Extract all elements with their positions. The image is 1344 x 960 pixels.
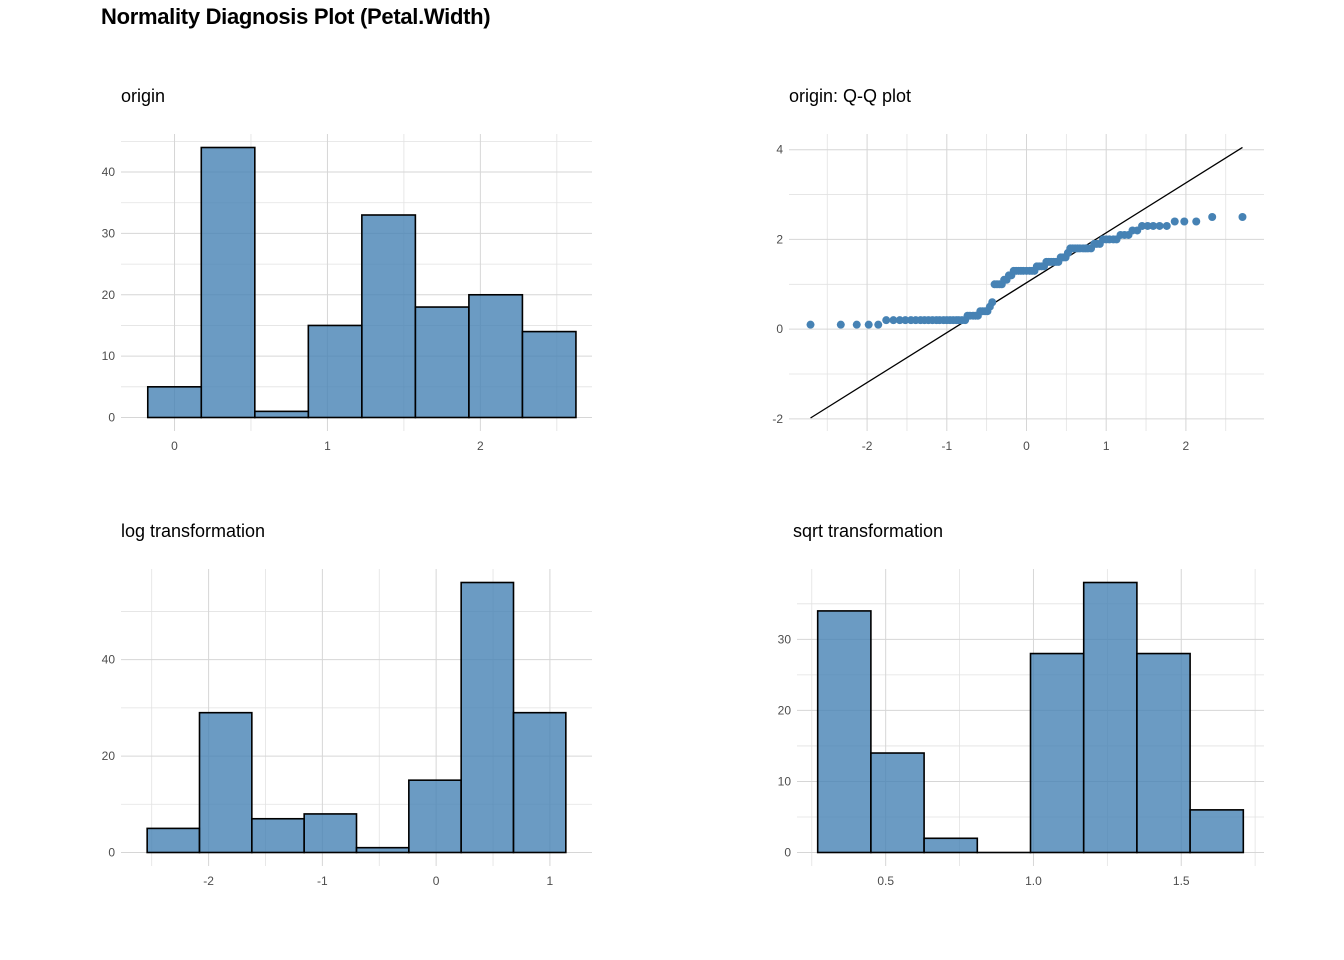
histogram-bar [254,410,310,419]
qq-point [1149,221,1158,230]
histogram-bar [512,711,567,854]
qq-point [1208,212,1217,221]
histogram-bar [146,386,203,419]
y-tick-label: 0 [108,846,115,860]
histogram-bar [1029,652,1085,854]
qq-point [1155,221,1164,230]
x-tick-label: 0 [1023,439,1030,453]
y-tick-label: 30 [778,632,792,646]
histogram-bar [146,827,201,854]
qq-plot-origin: -2 -1 0 1 2 -2 0 2 4 [772,134,1264,453]
histogram-bar [1082,581,1138,854]
y-tick-label: 20 [102,288,116,302]
y-tick-label: 20 [102,749,116,763]
y-tick-label: 10 [102,349,116,363]
y-tick-label: 20 [778,703,792,717]
histogram-bar [460,581,515,854]
x-tick-label: 1 [547,874,554,888]
page-title: Normality Diagnosis Plot (Petal.Width) [101,4,491,29]
histogram-sqrt: 0.5 1.0 1.5 0 10 20 30 [778,569,1264,888]
qq-reference-line [810,146,1243,419]
x-tick-label: 2 [1183,439,1190,453]
panel-title-qq: origin: Q-Q plot [789,86,912,106]
x-tick-label: -1 [317,874,328,888]
qq-point [889,316,898,325]
histogram-bar [408,779,462,854]
histogram-bar [468,293,524,419]
panel-title-log: log transformation [121,521,266,541]
histogram-bar [870,752,925,854]
histogram-bar [923,837,979,854]
x-tick-label: 1.5 [1173,874,1190,888]
qq-point [1238,212,1247,221]
histogram-bar [361,214,417,419]
qq-point [1143,221,1152,230]
y-tick-label: 10 [778,774,792,788]
x-tick-label: -1 [941,439,952,453]
histogram-bar [521,330,577,419]
histogram-bar [198,711,253,854]
qq-point [1162,221,1171,230]
x-tick-label: 1.0 [1025,874,1042,888]
qq-point [988,298,997,307]
x-tick-label: 0.5 [877,874,894,888]
y-tick-label: 0 [108,411,115,425]
histogram-bar [307,324,363,419]
y-tick-label: 0 [784,846,791,860]
qq-point [852,320,861,329]
qq-point [1192,217,1201,226]
histogram-bar [303,813,358,854]
x-tick-label: 0 [171,439,178,453]
histogram-bar [355,846,410,854]
x-tick-label: 1 [1103,439,1110,453]
histogram-bar [816,610,872,854]
qq-point [1180,217,1189,226]
y-tick-label: 40 [102,653,116,667]
panel-title-origin: origin [121,86,166,106]
y-tick-label: -2 [772,412,783,426]
histogram-bar [1136,652,1191,854]
histogram-bar [1189,809,1245,854]
x-tick-label: 0 [433,874,440,888]
qq-point [901,316,910,325]
qq-point [1138,221,1147,230]
qq-point [882,316,891,325]
panel-title-sqrt: sqrt transformation [793,521,944,541]
y-tick-label: 0 [776,322,783,336]
histogram-bar [414,306,470,419]
histogram-bar [200,146,256,419]
y-tick-label: 30 [102,226,116,240]
qq-point [836,320,845,329]
y-tick-label: 40 [102,165,116,179]
qq-point [806,320,815,329]
qq-point [895,316,904,325]
histogram-bar [251,817,305,854]
x-tick-label: 1 [324,439,331,453]
x-tick-label: -2 [862,439,873,453]
y-tick-label: 2 [776,232,783,246]
qq-point [1170,217,1179,226]
qq-point [864,320,873,329]
y-tick-label: 4 [776,143,783,157]
x-tick-label: 2 [477,439,484,453]
x-tick-label: -2 [203,874,214,888]
qq-point [874,320,883,329]
